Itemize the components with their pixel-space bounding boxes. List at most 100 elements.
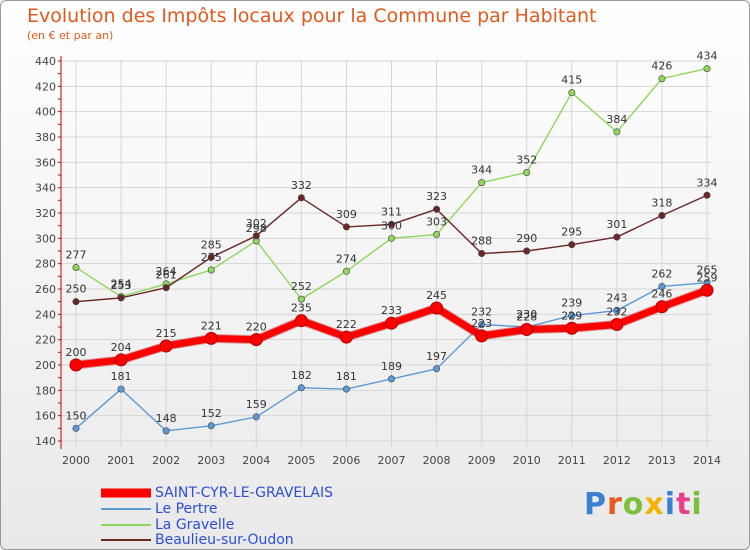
y-tick-label: 300 — [35, 232, 56, 245]
data-label: 318 — [651, 197, 672, 210]
data-point — [613, 307, 621, 315]
data-label: 384 — [606, 113, 627, 126]
data-point — [613, 233, 621, 241]
data-point — [478, 320, 486, 328]
y-tick-label: 140 — [35, 435, 56, 448]
data-label: 285 — [201, 238, 222, 251]
y-tick-label: 320 — [35, 207, 56, 220]
data-label: 159 — [246, 398, 267, 411]
data-point — [297, 384, 305, 392]
y-tick-label: 240 — [35, 308, 56, 321]
data-point — [655, 300, 669, 314]
data-label: 222 — [336, 318, 357, 331]
x-tick-label: 2010 — [513, 454, 541, 467]
x-tick-label: 2001 — [107, 454, 135, 467]
x-tick-label: 2000 — [62, 454, 90, 467]
data-label: 220 — [246, 321, 267, 334]
legend-label-saint-cyr: SAINT-CYR-LE-GRAVELAIS — [155, 485, 333, 501]
data-label: 434 — [697, 50, 718, 63]
x-tick-label: 2007 — [378, 454, 406, 467]
data-point — [342, 267, 350, 275]
series-lines — [69, 65, 714, 435]
data-point — [72, 298, 80, 306]
data-point — [339, 330, 353, 344]
y-tick-label: 400 — [35, 106, 56, 119]
data-label: 181 — [336, 370, 357, 383]
y-tick-label: 360 — [35, 156, 56, 169]
data-point — [72, 263, 80, 271]
data-point — [478, 250, 486, 258]
y-tick-label: 380 — [35, 131, 56, 144]
legend-label-beaulieu: Beaulieu-sur-Oudon — [155, 532, 294, 548]
x-tick-label: 2008 — [423, 454, 451, 467]
data-label: 288 — [471, 235, 492, 248]
x-tick-label: 2011 — [558, 454, 586, 467]
data-point — [520, 323, 534, 337]
proxiti-logo: Proxiti — [584, 487, 703, 522]
data-point — [114, 353, 128, 367]
data-label: 275 — [201, 251, 222, 264]
x-tick-label: 2004 — [242, 454, 270, 467]
data-label: 232 — [471, 305, 492, 318]
data-point — [703, 191, 711, 199]
data-point — [249, 333, 263, 347]
data-point — [204, 331, 218, 345]
data-label: 334 — [697, 176, 718, 189]
data-point — [523, 247, 531, 255]
data-label: 254 — [111, 278, 132, 291]
data-label: 265 — [697, 264, 718, 277]
data-label: 277 — [66, 248, 87, 261]
data-point — [658, 75, 666, 83]
x-tick-label: 2012 — [603, 454, 631, 467]
data-label: 148 — [156, 412, 177, 425]
data-label: 298 — [246, 222, 267, 235]
data-point — [207, 253, 215, 261]
data-point — [387, 375, 395, 383]
x-tick-label: 2014 — [693, 454, 721, 467]
data-label: 215 — [156, 327, 177, 340]
legend-label-le-pertre: Le Pertre — [155, 501, 218, 517]
data-label: 221 — [201, 319, 222, 332]
data-point — [72, 424, 80, 432]
y-tick-label: 200 — [35, 359, 56, 372]
data-label: 200 — [66, 346, 87, 359]
data-label: 323 — [426, 190, 447, 203]
data-point — [565, 321, 579, 335]
data-label: 300 — [381, 219, 402, 232]
data-point — [658, 212, 666, 220]
x-tick-label: 2013 — [648, 454, 676, 467]
data-point — [700, 283, 714, 297]
y-tick-label: 260 — [35, 283, 56, 296]
data-label: 181 — [111, 370, 132, 383]
data-point — [297, 194, 305, 202]
y-tick-label: 280 — [35, 258, 56, 271]
data-label: 230 — [516, 308, 537, 321]
data-label: 426 — [651, 60, 672, 73]
y-tick-label: 220 — [35, 334, 56, 347]
data-point — [568, 89, 576, 97]
data-point — [430, 301, 444, 315]
data-label: 274 — [336, 252, 357, 265]
data-point — [433, 205, 441, 213]
data-label: 239 — [561, 297, 582, 310]
x-tick-label: 2006 — [332, 454, 360, 467]
data-point — [478, 179, 486, 187]
data-label: 223 — [471, 317, 492, 330]
data-point — [162, 284, 170, 292]
data-label: 229 — [561, 309, 582, 322]
data-point — [117, 294, 125, 302]
data-label: 228 — [516, 311, 537, 324]
data-label: 232 — [606, 305, 627, 318]
data-point — [387, 234, 395, 242]
data-label: 252 — [291, 280, 312, 293]
data-point — [117, 385, 125, 393]
data-label: 152 — [201, 407, 222, 420]
data-point — [252, 413, 260, 421]
data-point — [297, 295, 305, 303]
data-label: 295 — [561, 226, 582, 239]
data-label: 302 — [246, 217, 267, 230]
data-label: 415 — [561, 74, 582, 87]
x-tick-label: 2002 — [152, 454, 180, 467]
chart-title: Evolution des Impôts locaux pour la Comm… — [27, 5, 597, 27]
